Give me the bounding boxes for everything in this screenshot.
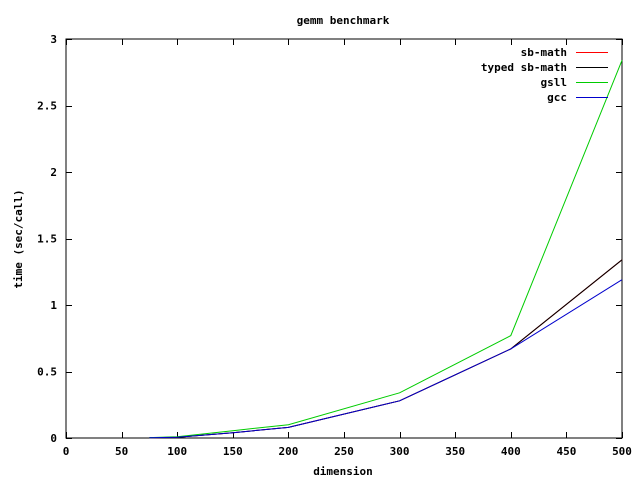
chart-title: gemm benchmark <box>297 14 390 27</box>
plot-area: 0 50 100 150 200 250 300 350 400 450 500 0 0.5 1 1.5 2 2… <box>37 33 632 458</box>
series-line-gsll <box>149 60 623 439</box>
series-line-gcc <box>149 279 623 439</box>
y-tick-label: 0.5 <box>37 366 57 379</box>
legend-label: sb-math <box>521 46 567 59</box>
series-line-typed-sb-math <box>149 259 623 439</box>
y-tick-label: 0 <box>50 432 57 445</box>
legend: sb-math typed sb-math gsll gcc <box>481 46 608 104</box>
x-tick-label: 300 <box>390 445 410 458</box>
x-tick-label: 250 <box>334 445 354 458</box>
plot-frame <box>65 38 623 439</box>
y-tick-label: 1.5 <box>37 233 57 246</box>
y-axis-label: time (sec/call) <box>12 189 25 288</box>
x-tick-label: 500 <box>612 445 632 458</box>
legend-label: gcc <box>547 91 567 104</box>
series-line-sb-math <box>149 259 623 439</box>
x-tick-label: 400 <box>501 445 521 458</box>
x-tick-label: 150 <box>223 445 243 458</box>
x-tick-label: 200 <box>278 445 298 458</box>
y-tick-label: 2 <box>50 166 57 179</box>
y-tick-label: 1 <box>50 299 57 312</box>
x-tick-label: 0 <box>63 445 70 458</box>
y-tick-label: 2.5 <box>37 100 57 113</box>
x-tick-label: 100 <box>167 445 187 458</box>
x-axis-label: dimension <box>313 465 373 478</box>
x-tick-label: 450 <box>556 445 576 458</box>
x-tick-label: 50 <box>115 445 128 458</box>
legend-label: gsll <box>541 76 568 89</box>
x-tick-label: 350 <box>445 445 465 458</box>
y-tick-label: 3 <box>50 33 57 46</box>
legend-label: typed sb-math <box>481 61 567 74</box>
